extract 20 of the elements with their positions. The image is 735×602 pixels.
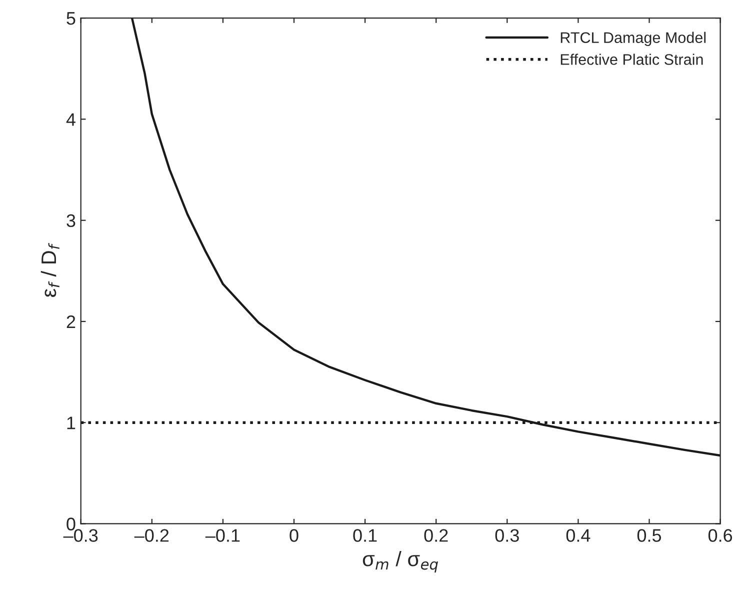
legend-label: RTCL Damage Model (560, 32, 706, 46)
legend-label: Effective Platic Strain (560, 54, 703, 65)
x-tick-label: 0.3 (495, 529, 519, 542)
x-tick-label: –0.3 (63, 529, 98, 542)
y-tick-label: 2 (66, 315, 76, 328)
x-tick-label: 0.1 (353, 529, 377, 542)
x-tick-label: –0.2 (134, 529, 169, 542)
y-tick-label: 0 (66, 518, 76, 530)
x-tick-label: 0.6 (708, 529, 732, 542)
y-tick-label: 1 (67, 416, 76, 430)
x-tick-label: 0.5 (637, 529, 662, 542)
y-tick-label: 4 (66, 113, 76, 126)
x-tick-label: 0.2 (424, 529, 448, 542)
x-tick-label: –0.1 (205, 529, 240, 542)
y-tick-label: 3 (66, 214, 76, 228)
y-tick-label: 5 (66, 12, 76, 25)
x-tick-label: 0 (290, 529, 298, 542)
x-tick-label: 0.4 (566, 529, 590, 542)
y-axis-title: ε$_{f}$ / D$_{f}$ (40, 242, 60, 297)
x-axis-title: σ$_{m}$ / σ$_{eq}$ (362, 550, 438, 573)
